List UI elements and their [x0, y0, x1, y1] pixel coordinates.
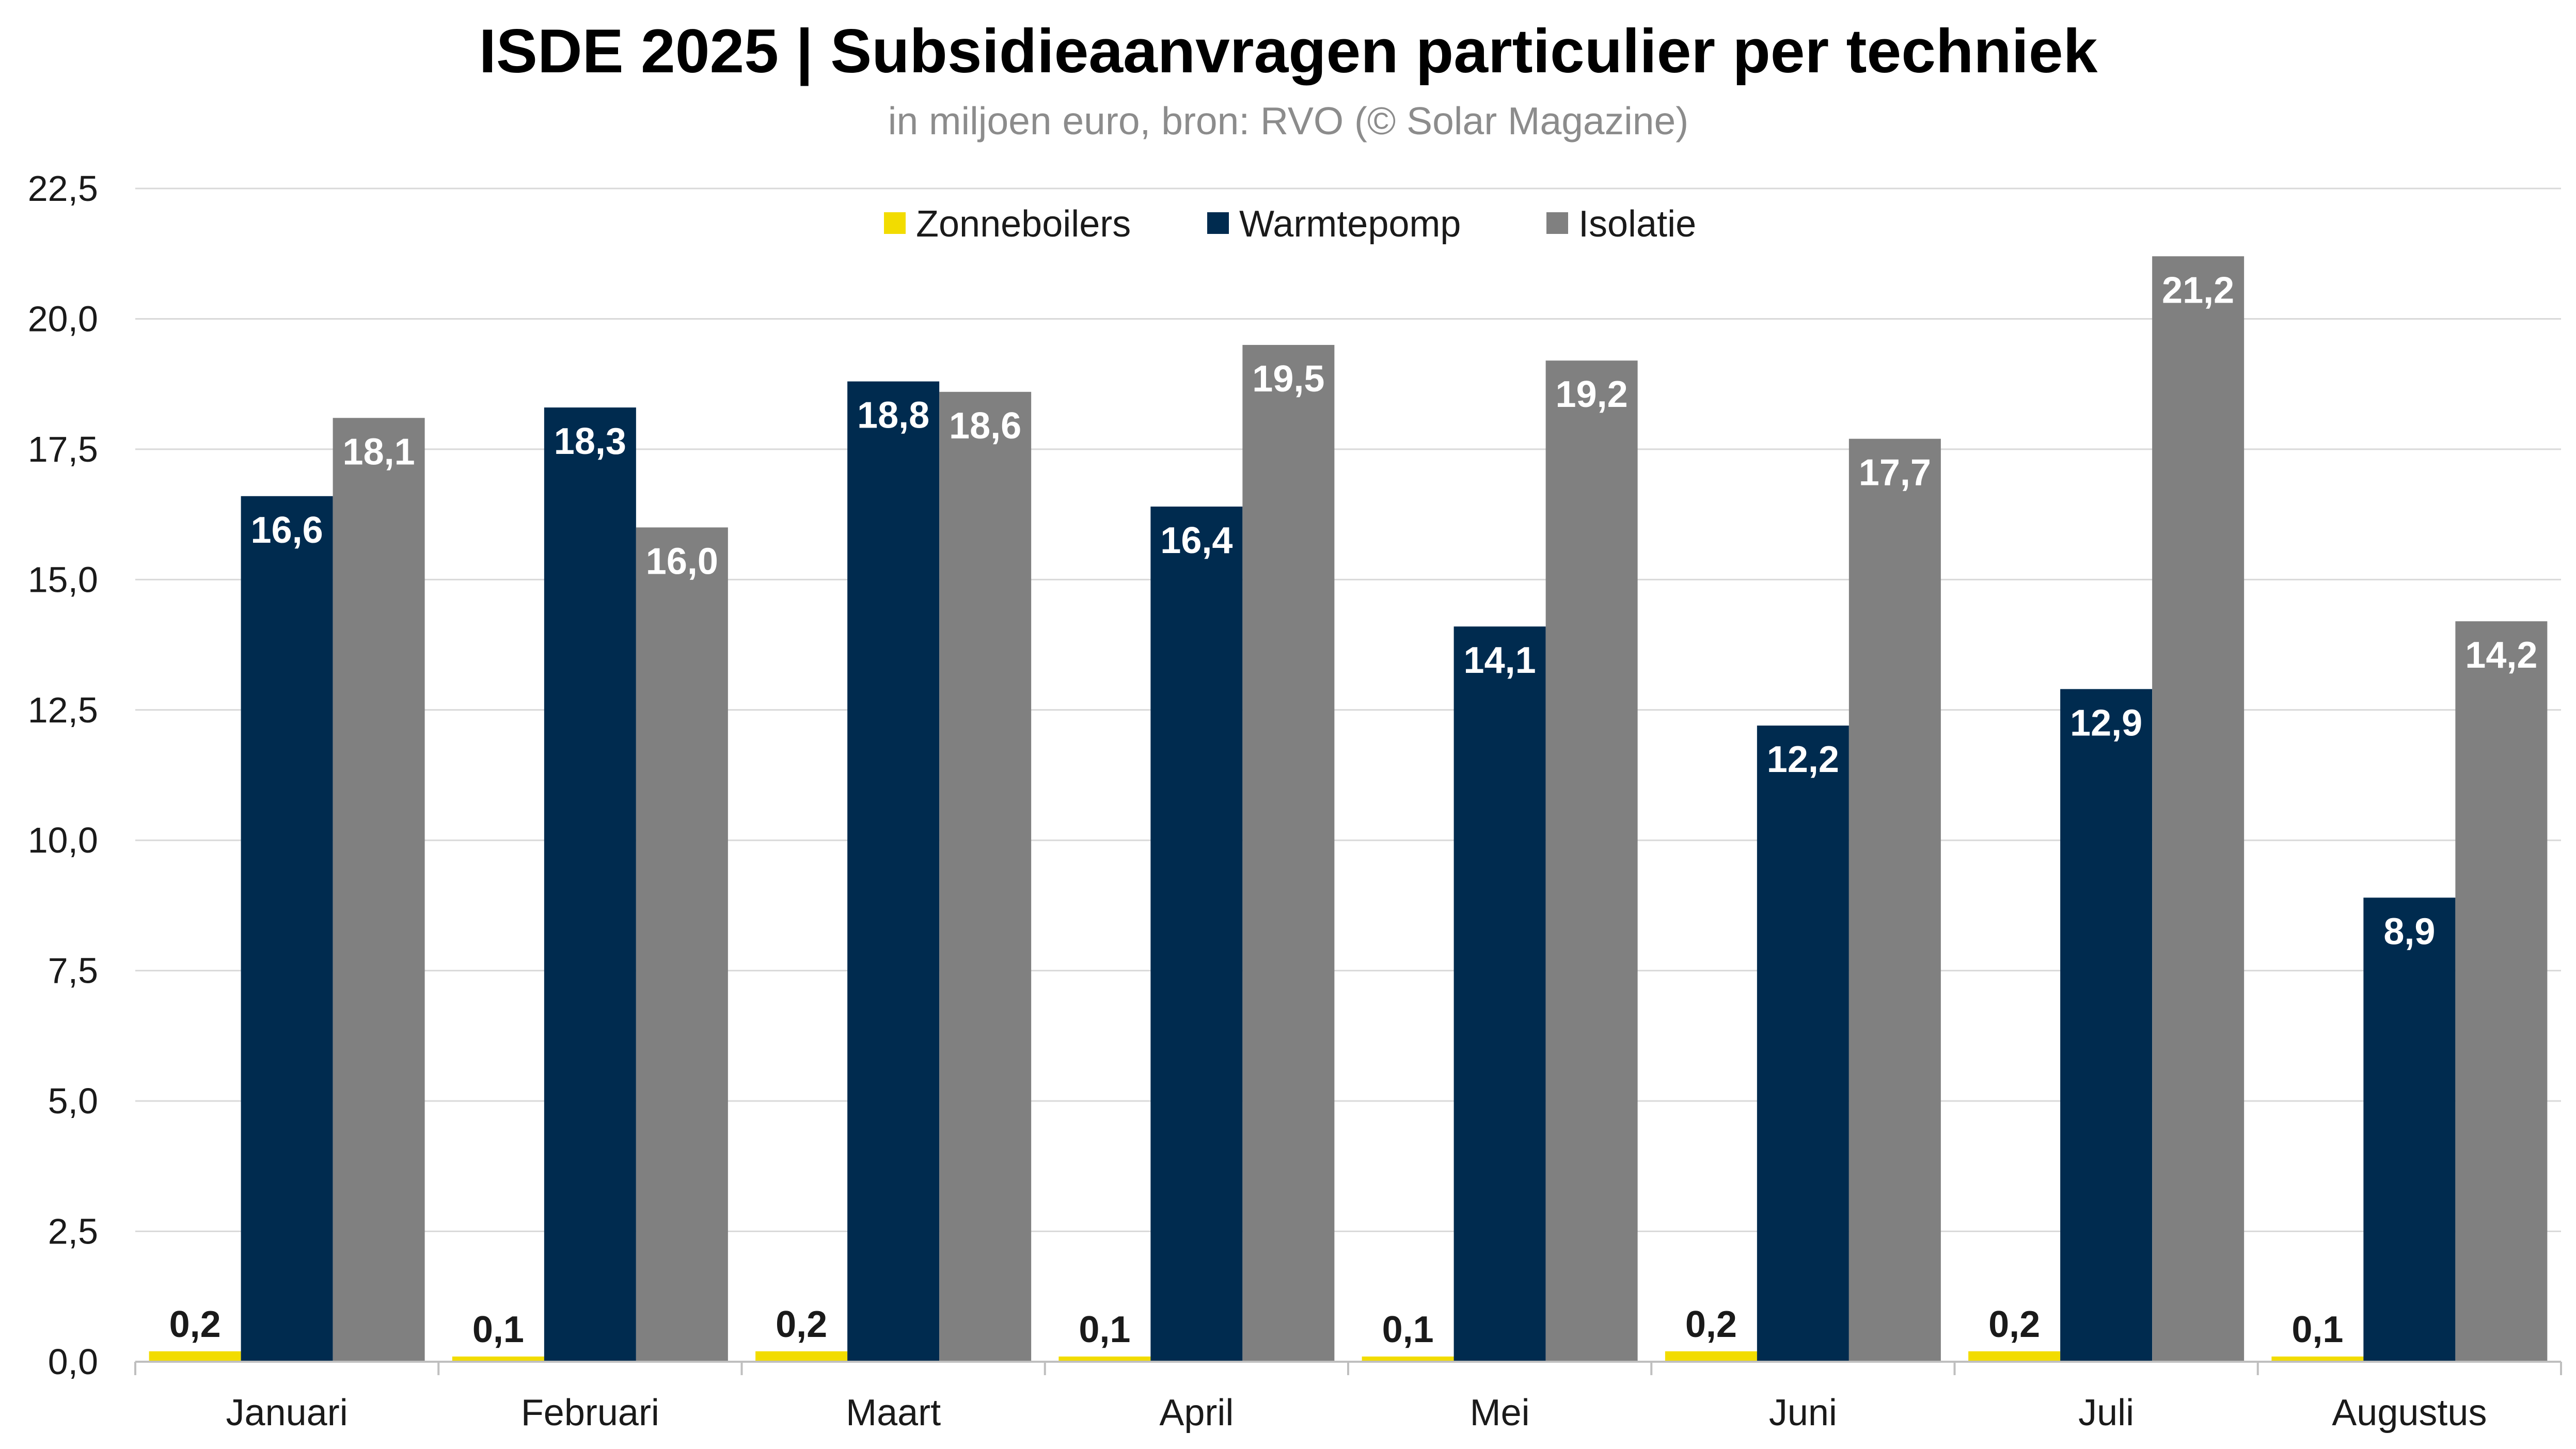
bar	[2363, 897, 2456, 1362]
y-tick-label: 12,5	[28, 690, 98, 730]
bar	[1453, 626, 1546, 1362]
data-label: 16,6	[251, 510, 323, 551]
gridlines	[135, 187, 2561, 1233]
category-label: Maart	[846, 1392, 941, 1434]
x-axis-categories: Januari Februari Maart April Mei Juni Juli Augu…	[226, 1392, 2487, 1434]
chart-subtitle: in miljoen euro, bron: RVO (© Solar Maga…	[888, 99, 1688, 143]
y-tick-label: 17,5	[28, 429, 98, 469]
data-label: 0,2	[169, 1304, 221, 1345]
y-tick-label: 22,5	[28, 168, 98, 209]
data-label: 14,2	[2465, 635, 2537, 676]
data-label: 17,7	[1859, 452, 1931, 494]
bar	[1665, 1351, 1757, 1362]
bar	[452, 1356, 544, 1362]
category-label: April	[1159, 1392, 1234, 1434]
y-tick-label: 10,0	[28, 820, 98, 860]
data-label: 0,1	[1382, 1309, 1434, 1350]
data-label: 0,2	[1988, 1304, 2040, 1345]
bar	[755, 1351, 848, 1362]
x-axis	[134, 1361, 2562, 1375]
bar	[1058, 1356, 1151, 1362]
category-label: Februari	[521, 1392, 659, 1434]
data-label: 0,2	[776, 1304, 827, 1345]
data-label: 0,1	[2291, 1309, 2343, 1350]
data-label: 21,2	[2162, 270, 2234, 311]
data-label: 16,4	[1160, 520, 1232, 561]
y-axis-ticks: 0,0 2,5 5,0 7,5 10,0 12,5 15,0 17,5 20,0 22,5	[28, 168, 98, 1382]
bar	[636, 527, 728, 1362]
data-label: 12,2	[1767, 739, 1839, 780]
category-label: Juni	[1769, 1392, 1837, 1434]
data-label: 19,2	[1556, 374, 1628, 415]
bar	[1150, 506, 1243, 1362]
legend-label: Warmtepomp	[1239, 203, 1461, 245]
y-tick-label: 2,5	[48, 1211, 98, 1252]
data-labels: 0,2 0,1 0,2 0,1 0,1 0,2 0,2 0,1 16,6 18,3 18,8 16,4…	[169, 270, 2538, 1350]
chart-title: ISDE 2025 | Subsidieaanvragen particulie…	[479, 17, 2098, 86]
bar	[2271, 1356, 2364, 1362]
data-label: 18,8	[857, 395, 929, 436]
bar	[847, 381, 940, 1362]
y-tick-label: 7,5	[48, 951, 98, 991]
bar	[939, 391, 1032, 1362]
legend-label: Zonneboilers	[916, 203, 1131, 245]
legend-swatch	[1207, 212, 1229, 234]
data-label: 12,9	[2070, 702, 2142, 744]
bar	[2060, 689, 2153, 1362]
category-label: Augustus	[2332, 1392, 2487, 1434]
legend: Zonneboilers Warmtepomp Isolatie	[884, 203, 1696, 245]
y-tick-label: 5,0	[48, 1081, 98, 1121]
bar	[149, 1351, 241, 1362]
data-label: 18,6	[949, 405, 1021, 447]
category-label: Januari	[226, 1392, 348, 1434]
bar	[1545, 360, 1638, 1362]
data-label: 19,5	[1252, 358, 1324, 400]
data-label: 18,3	[554, 421, 626, 462]
legend-swatch	[1546, 212, 1568, 234]
data-label: 8,9	[2383, 911, 2435, 952]
bars	[149, 256, 2548, 1362]
bar	[1242, 344, 1335, 1362]
data-label: 0,1	[1079, 1309, 1130, 1350]
data-label: 16,0	[646, 541, 718, 582]
bar	[1362, 1356, 1454, 1362]
bar	[241, 496, 333, 1362]
bar	[1968, 1351, 2061, 1362]
bar	[333, 418, 425, 1362]
bar	[544, 407, 636, 1362]
y-tick-label: 15,0	[28, 559, 98, 600]
bar	[1757, 726, 1849, 1362]
legend-label: Isolatie	[1578, 203, 1696, 245]
category-label: Juli	[2078, 1392, 2134, 1434]
data-label: 0,1	[472, 1309, 524, 1350]
y-tick-label: 0,0	[48, 1342, 98, 1382]
legend-swatch	[884, 212, 906, 234]
y-tick-label: 20,0	[28, 298, 98, 339]
data-label: 18,1	[343, 431, 415, 472]
category-label: Mei	[1470, 1392, 1530, 1434]
data-label: 0,2	[1685, 1304, 1737, 1345]
bar	[2455, 621, 2548, 1362]
bar	[1848, 438, 1941, 1362]
bar	[2152, 256, 2245, 1362]
data-label: 14,1	[1464, 640, 1536, 681]
